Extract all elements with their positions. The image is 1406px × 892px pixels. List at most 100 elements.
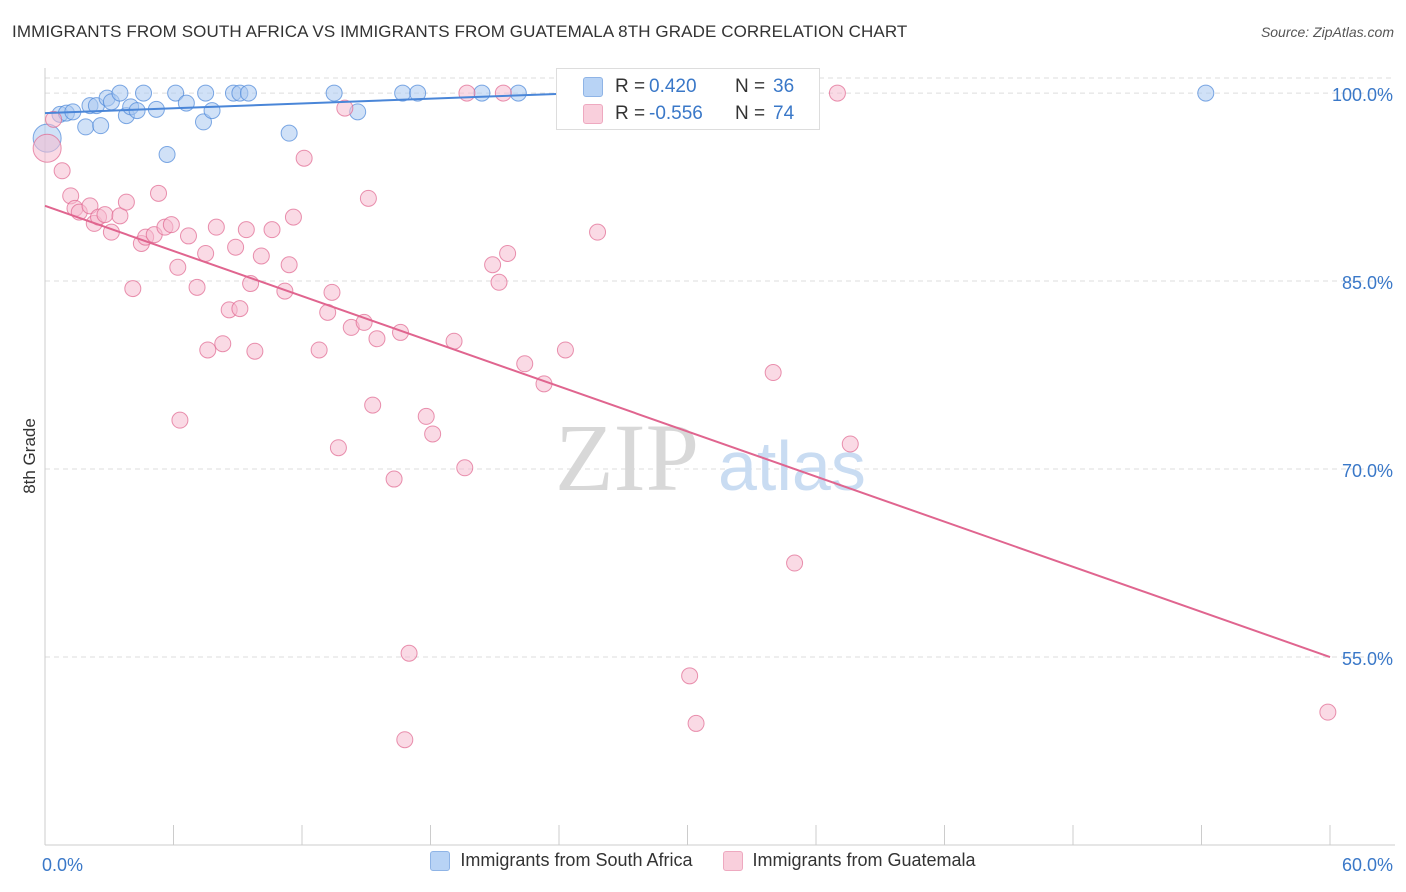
guatemala-point-74 <box>1319 703 1337 721</box>
guatemala-point-38 <box>284 208 302 226</box>
y-axis-title: 8th Grade <box>20 418 39 494</box>
south-africa-point-14 <box>135 84 153 102</box>
axis-layer <box>44 68 1395 846</box>
guatemala-point-48 <box>364 396 382 414</box>
guatemala-point-27 <box>214 335 232 353</box>
guatemala-point-37 <box>280 256 298 274</box>
guatemala-point-65 <box>556 341 574 359</box>
legend-swatch-pink <box>722 850 743 871</box>
south-africa-point-30 <box>473 84 491 102</box>
guatemala-point-25 <box>199 341 217 359</box>
stats-blue-n-value: 36 <box>773 76 795 97</box>
guatemala-point-49 <box>368 330 386 348</box>
guatemala-point-54 <box>417 407 435 425</box>
stats-blue-r-label: R = <box>615 76 646 97</box>
south-africa-point-4 <box>77 118 95 136</box>
guatemala-point-71 <box>786 554 804 572</box>
guatemala-point-53 <box>400 644 418 662</box>
chart-title: IMMIGRANTS FROM SOUTH AFRICA VS IMMIGRAN… <box>12 22 908 41</box>
x-tick-label-0: 0.0% <box>42 855 83 875</box>
guatemala-point-26 <box>207 218 225 236</box>
guatemala-point-33 <box>246 342 264 360</box>
guatemala-trend-line <box>44 204 1331 658</box>
south-africa-point-20 <box>197 84 215 102</box>
guatemala-point-30 <box>231 300 249 318</box>
guatemala-point-34 <box>252 247 270 265</box>
guatemala-point-11 <box>111 207 129 225</box>
south-africa-point-31 <box>509 84 527 102</box>
south-africa-point-19 <box>194 113 212 131</box>
guatemala-point-17 <box>150 184 168 202</box>
guatemala-point-69 <box>687 714 705 732</box>
guatemala-point-59 <box>484 256 502 274</box>
south-africa-point-25 <box>280 124 298 142</box>
guatemala-point-62 <box>499 244 517 262</box>
stats-pink-n-value: 74 <box>773 103 795 124</box>
guatemala-point-9 <box>96 206 114 224</box>
y-tick-label-3: 55.0% <box>1342 649 1393 669</box>
y-tick-label-1: 85.0% <box>1342 273 1393 293</box>
guatemala-point-63 <box>516 355 534 373</box>
watermark: ZIP atlas <box>555 404 866 511</box>
stats-box: R = 0.420 N = 36 R = -0.556 N = 74 <box>556 68 820 130</box>
guatemala-point-70 <box>764 364 782 382</box>
guatemala-point-47 <box>359 189 377 207</box>
stats-row-blue: R = 0.420 N = 36 <box>557 73 819 101</box>
guatemala-point-44 <box>336 99 354 117</box>
guatemala-point-50 <box>385 470 403 488</box>
stats-blue-r-value: 0.420 <box>649 76 697 97</box>
legend-label-south-africa: Immigrants from South Africa <box>460 850 693 870</box>
legend: Immigrants from South Africa Immigrants … <box>0 850 1406 871</box>
chart-source: Source: ZipAtlas.com <box>1260 24 1394 40</box>
south-africa-point-10 <box>111 84 129 102</box>
guatemala-point-42 <box>323 283 341 301</box>
watermark-atlas: atlas <box>718 427 866 505</box>
stats-row-pink: R = -0.556 N = 74 <box>557 100 819 128</box>
trend-layer <box>44 92 1331 658</box>
guatemala-point-73 <box>841 435 859 453</box>
stats-swatch-blue <box>583 77 603 97</box>
guatemala-point-58 <box>458 84 476 102</box>
guatemala-point-22 <box>179 227 197 245</box>
watermark-zip: ZIP <box>555 404 699 511</box>
stats-pink-r-label: R = <box>615 103 646 124</box>
guatemala-point-0 <box>32 133 62 163</box>
guatemala-point-21 <box>171 411 189 429</box>
south-africa-point-17 <box>167 84 185 102</box>
stats-pink-r-value: -0.556 <box>649 103 703 124</box>
y-tick-label-0: 100.0% <box>1332 85 1393 105</box>
guatemala-point-57 <box>456 459 474 477</box>
guatemala-point-43 <box>329 439 347 457</box>
south-africa-point-33 <box>1197 84 1215 102</box>
stats-pink-n-label: N = <box>735 103 766 124</box>
guatemala-point-24 <box>197 244 215 262</box>
guatemala-point-35 <box>263 221 281 239</box>
guatemala-point-6 <box>81 197 99 215</box>
south-africa-point-29 <box>409 84 427 102</box>
guatemala-point-2 <box>53 162 71 180</box>
guatemala-point-20 <box>169 258 187 276</box>
south-africa-point-24 <box>239 84 257 102</box>
guatemala-point-60 <box>490 273 508 291</box>
guatemala-point-72 <box>828 84 846 102</box>
legend-item-south-africa[interactable]: Immigrants from South Africa <box>430 850 693 871</box>
label-layer: 100.0% 85.0% 70.0% 55.0% 0.0% 60.0% 8th Grade <box>20 85 1393 875</box>
guatemala-point-55 <box>424 425 442 443</box>
legend-item-guatemala[interactable]: Immigrants from Guatemala <box>722 850 976 871</box>
guatemala-point-29 <box>227 238 245 256</box>
grid-layer <box>45 77 1395 658</box>
south-africa-point-7 <box>92 117 110 135</box>
stats-blue-n-label: N = <box>735 76 766 97</box>
guatemala-point-13 <box>124 280 142 298</box>
legend-label-guatemala: Immigrants from Guatemala <box>752 850 976 870</box>
south-africa-point-16 <box>158 145 176 163</box>
guatemala-point-31 <box>237 221 255 239</box>
guatemala-point-19 <box>162 216 180 234</box>
guatemala-point-39 <box>295 149 313 167</box>
guatemala-point-12 <box>117 193 135 211</box>
y-tick-label-2: 70.0% <box>1342 461 1393 481</box>
guatemala-point-40 <box>310 341 328 359</box>
south-africa-trend-line <box>44 92 581 115</box>
guatemala-point-68 <box>681 667 699 685</box>
